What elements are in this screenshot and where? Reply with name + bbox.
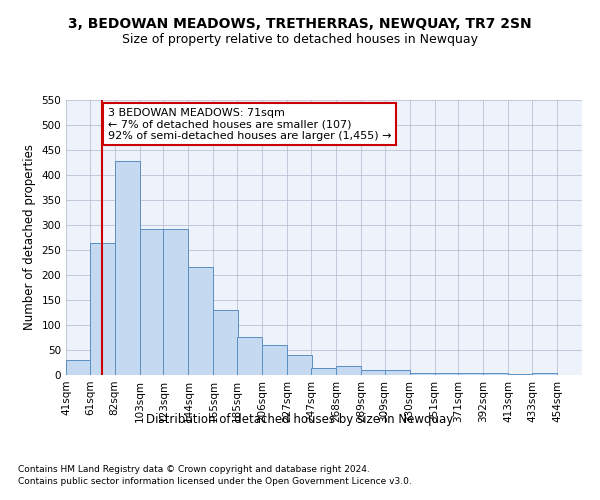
Bar bbox=[508, 374, 533, 375]
Bar bbox=[237, 337, 262, 375]
Bar bbox=[140, 229, 164, 375]
Text: Size of property relative to detached houses in Newquay: Size of property relative to detached ho… bbox=[122, 32, 478, 46]
Text: 3, BEDOWAN MEADOWS, TRETHERRAS, NEWQUAY, TR7 2SN: 3, BEDOWAN MEADOWS, TRETHERRAS, NEWQUAY,… bbox=[68, 18, 532, 32]
Bar bbox=[214, 310, 238, 375]
Text: Contains public sector information licensed under the Open Government Licence v3: Contains public sector information licen… bbox=[18, 478, 412, 486]
Bar bbox=[532, 372, 557, 375]
Bar bbox=[336, 366, 361, 375]
Y-axis label: Number of detached properties: Number of detached properties bbox=[23, 144, 36, 330]
Bar bbox=[90, 242, 115, 375]
Bar bbox=[163, 229, 188, 375]
Bar bbox=[188, 267, 214, 375]
Bar bbox=[458, 372, 484, 375]
Text: 3 BEDOWAN MEADOWS: 71sqm
← 7% of detached houses are smaller (107)
92% of semi-d: 3 BEDOWAN MEADOWS: 71sqm ← 7% of detache… bbox=[107, 108, 391, 140]
Text: Contains HM Land Registry data © Crown copyright and database right 2024.: Contains HM Land Registry data © Crown c… bbox=[18, 465, 370, 474]
Bar bbox=[434, 372, 460, 375]
Bar bbox=[262, 344, 287, 375]
Bar bbox=[410, 372, 434, 375]
Bar bbox=[311, 368, 336, 375]
Bar bbox=[361, 370, 386, 375]
Bar bbox=[287, 355, 312, 375]
Text: Distribution of detached houses by size in Newquay: Distribution of detached houses by size … bbox=[146, 412, 454, 426]
Bar bbox=[66, 360, 91, 375]
Bar bbox=[115, 161, 140, 375]
Bar bbox=[385, 370, 410, 375]
Bar bbox=[484, 372, 508, 375]
